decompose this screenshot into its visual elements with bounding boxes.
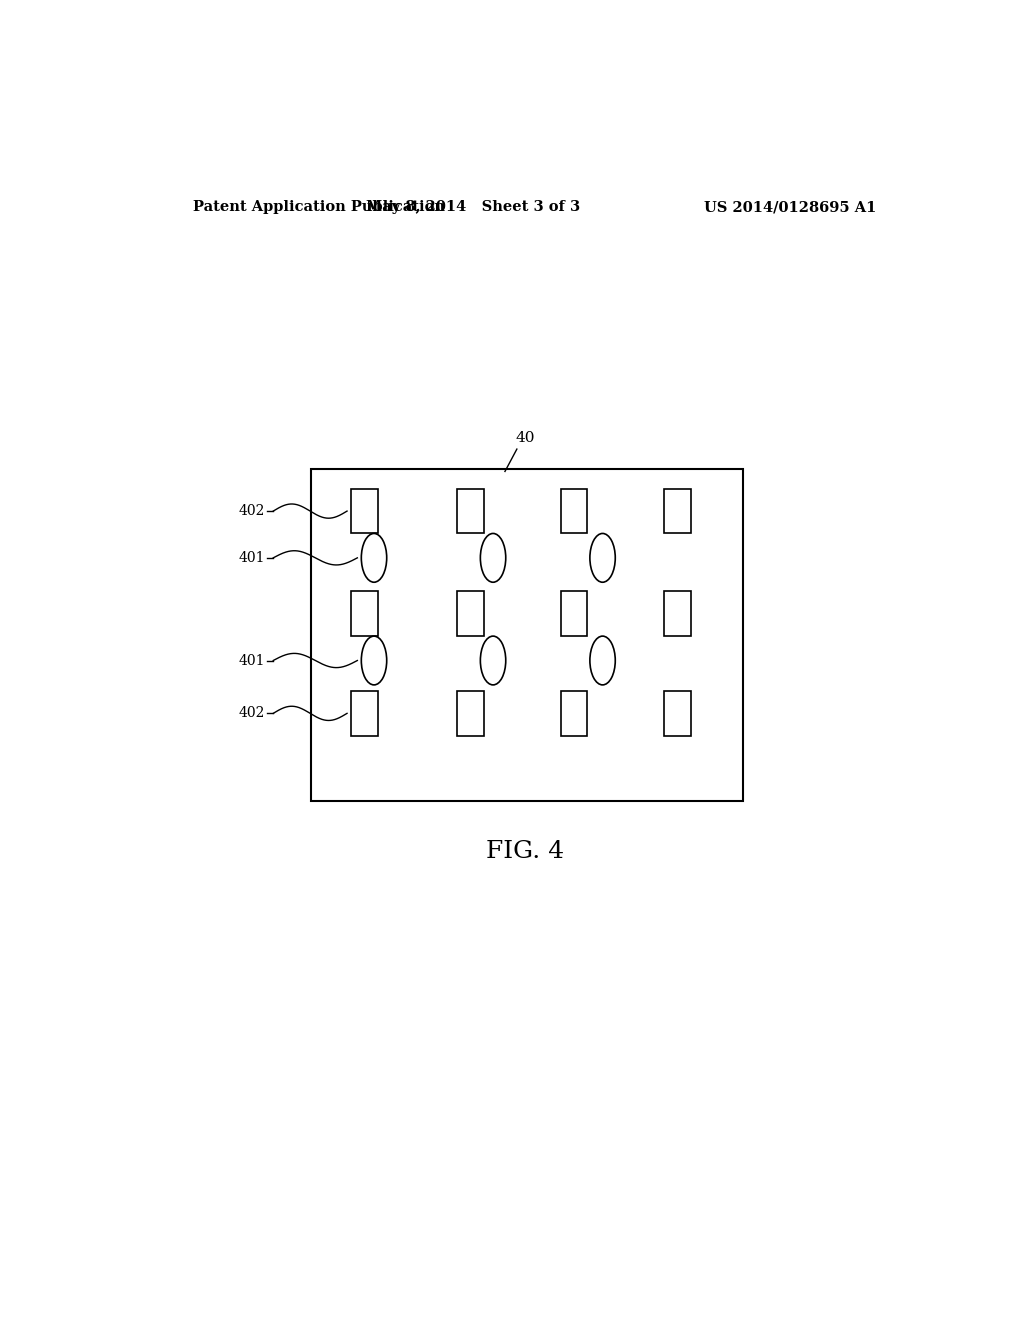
Bar (351, 690, 378, 735)
Bar (664, 488, 690, 533)
Bar (458, 690, 484, 735)
Ellipse shape (480, 533, 506, 582)
Ellipse shape (590, 533, 615, 582)
Text: Patent Application Publication: Patent Application Publication (194, 201, 445, 214)
Bar (560, 488, 588, 533)
Text: 401: 401 (239, 550, 265, 565)
Text: 402: 402 (239, 706, 265, 721)
Bar (664, 690, 690, 735)
Text: 401: 401 (239, 653, 265, 668)
Bar (458, 591, 484, 636)
Bar (664, 591, 690, 636)
Bar (310, 470, 743, 801)
Ellipse shape (361, 533, 387, 582)
Text: 40: 40 (515, 432, 535, 445)
Text: 402: 402 (239, 504, 265, 517)
Bar (560, 591, 588, 636)
Bar (351, 488, 378, 533)
Bar (560, 690, 588, 735)
Bar (458, 488, 484, 533)
Text: FIG. 4: FIG. 4 (485, 840, 564, 863)
Bar (351, 591, 378, 636)
Text: May 8, 2014   Sheet 3 of 3: May 8, 2014 Sheet 3 of 3 (367, 201, 581, 214)
Ellipse shape (361, 636, 387, 685)
Ellipse shape (590, 636, 615, 685)
Ellipse shape (480, 636, 506, 685)
Text: US 2014/0128695 A1: US 2014/0128695 A1 (705, 201, 877, 214)
